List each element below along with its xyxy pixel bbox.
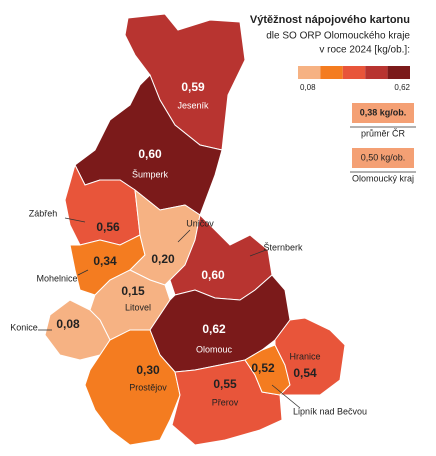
reference-value: 0,50 kg/ob. bbox=[361, 152, 406, 162]
region-value: 0,15 bbox=[121, 284, 145, 298]
region-name: Olomouc bbox=[196, 344, 233, 354]
region-value: 0,56 bbox=[96, 220, 120, 234]
reference-value: 0,38 kg/ob. bbox=[360, 107, 407, 117]
region-value: 0,52 bbox=[251, 361, 275, 375]
subtitle: dle SO ORP Olomouckého kraje bbox=[266, 31, 410, 42]
legend-swatch bbox=[342, 66, 366, 79]
region-name: Přerov bbox=[212, 397, 239, 407]
reference-name: Olomoucký kraj bbox=[352, 173, 414, 183]
region bbox=[171, 359, 283, 446]
region bbox=[274, 317, 346, 396]
region-name: Konice bbox=[10, 322, 38, 332]
reference-box bbox=[352, 103, 414, 123]
region-name: Jeseník bbox=[177, 100, 209, 110]
legend-swatch bbox=[298, 66, 321, 79]
region bbox=[84, 329, 181, 446]
region-value: 0,08 bbox=[56, 317, 80, 331]
legend-swatch bbox=[387, 66, 410, 79]
region-name: Zábřeh bbox=[29, 208, 58, 218]
region-name: Mohelnice bbox=[36, 273, 77, 283]
region-name: Šternberk bbox=[263, 242, 303, 252]
region-value: 0,34 bbox=[93, 254, 117, 268]
leader-line bbox=[177, 229, 191, 243]
reference-name: průměr ČR bbox=[361, 128, 406, 138]
legend-max: 0,62 bbox=[394, 83, 410, 92]
reference-box bbox=[352, 148, 414, 168]
region-value: 0,54 bbox=[293, 366, 317, 380]
region-value: 0,62 bbox=[202, 322, 226, 336]
region-name: Hranice bbox=[289, 351, 320, 361]
region-name: Lipník nad Bečvou bbox=[293, 406, 367, 416]
legend-min: 0,08 bbox=[300, 83, 316, 92]
legend-swatch bbox=[365, 66, 388, 79]
leader-line bbox=[249, 249, 267, 257]
leader-line bbox=[77, 269, 89, 276]
region-name: Uničov bbox=[186, 218, 214, 228]
region-name: Litovel bbox=[125, 302, 151, 312]
leader-line bbox=[64, 217, 86, 223]
legend-swatch bbox=[320, 66, 343, 79]
subtitle: v roce 2024 [kg/ob.]: bbox=[319, 45, 410, 56]
region-value: 0,30 bbox=[136, 363, 160, 377]
leader-line bbox=[271, 384, 301, 409]
region-name: Šumperk bbox=[132, 169, 169, 179]
region-value: 0,59 bbox=[181, 80, 205, 94]
region-name: Prostějov bbox=[129, 382, 167, 392]
region-value: 0,60 bbox=[201, 268, 225, 282]
region-value: 0,60 bbox=[138, 147, 162, 161]
region-value: 0,20 bbox=[151, 252, 175, 266]
region-value: 0,55 bbox=[213, 377, 237, 391]
title: Výtěžnost nápojového kartonu bbox=[250, 14, 410, 26]
